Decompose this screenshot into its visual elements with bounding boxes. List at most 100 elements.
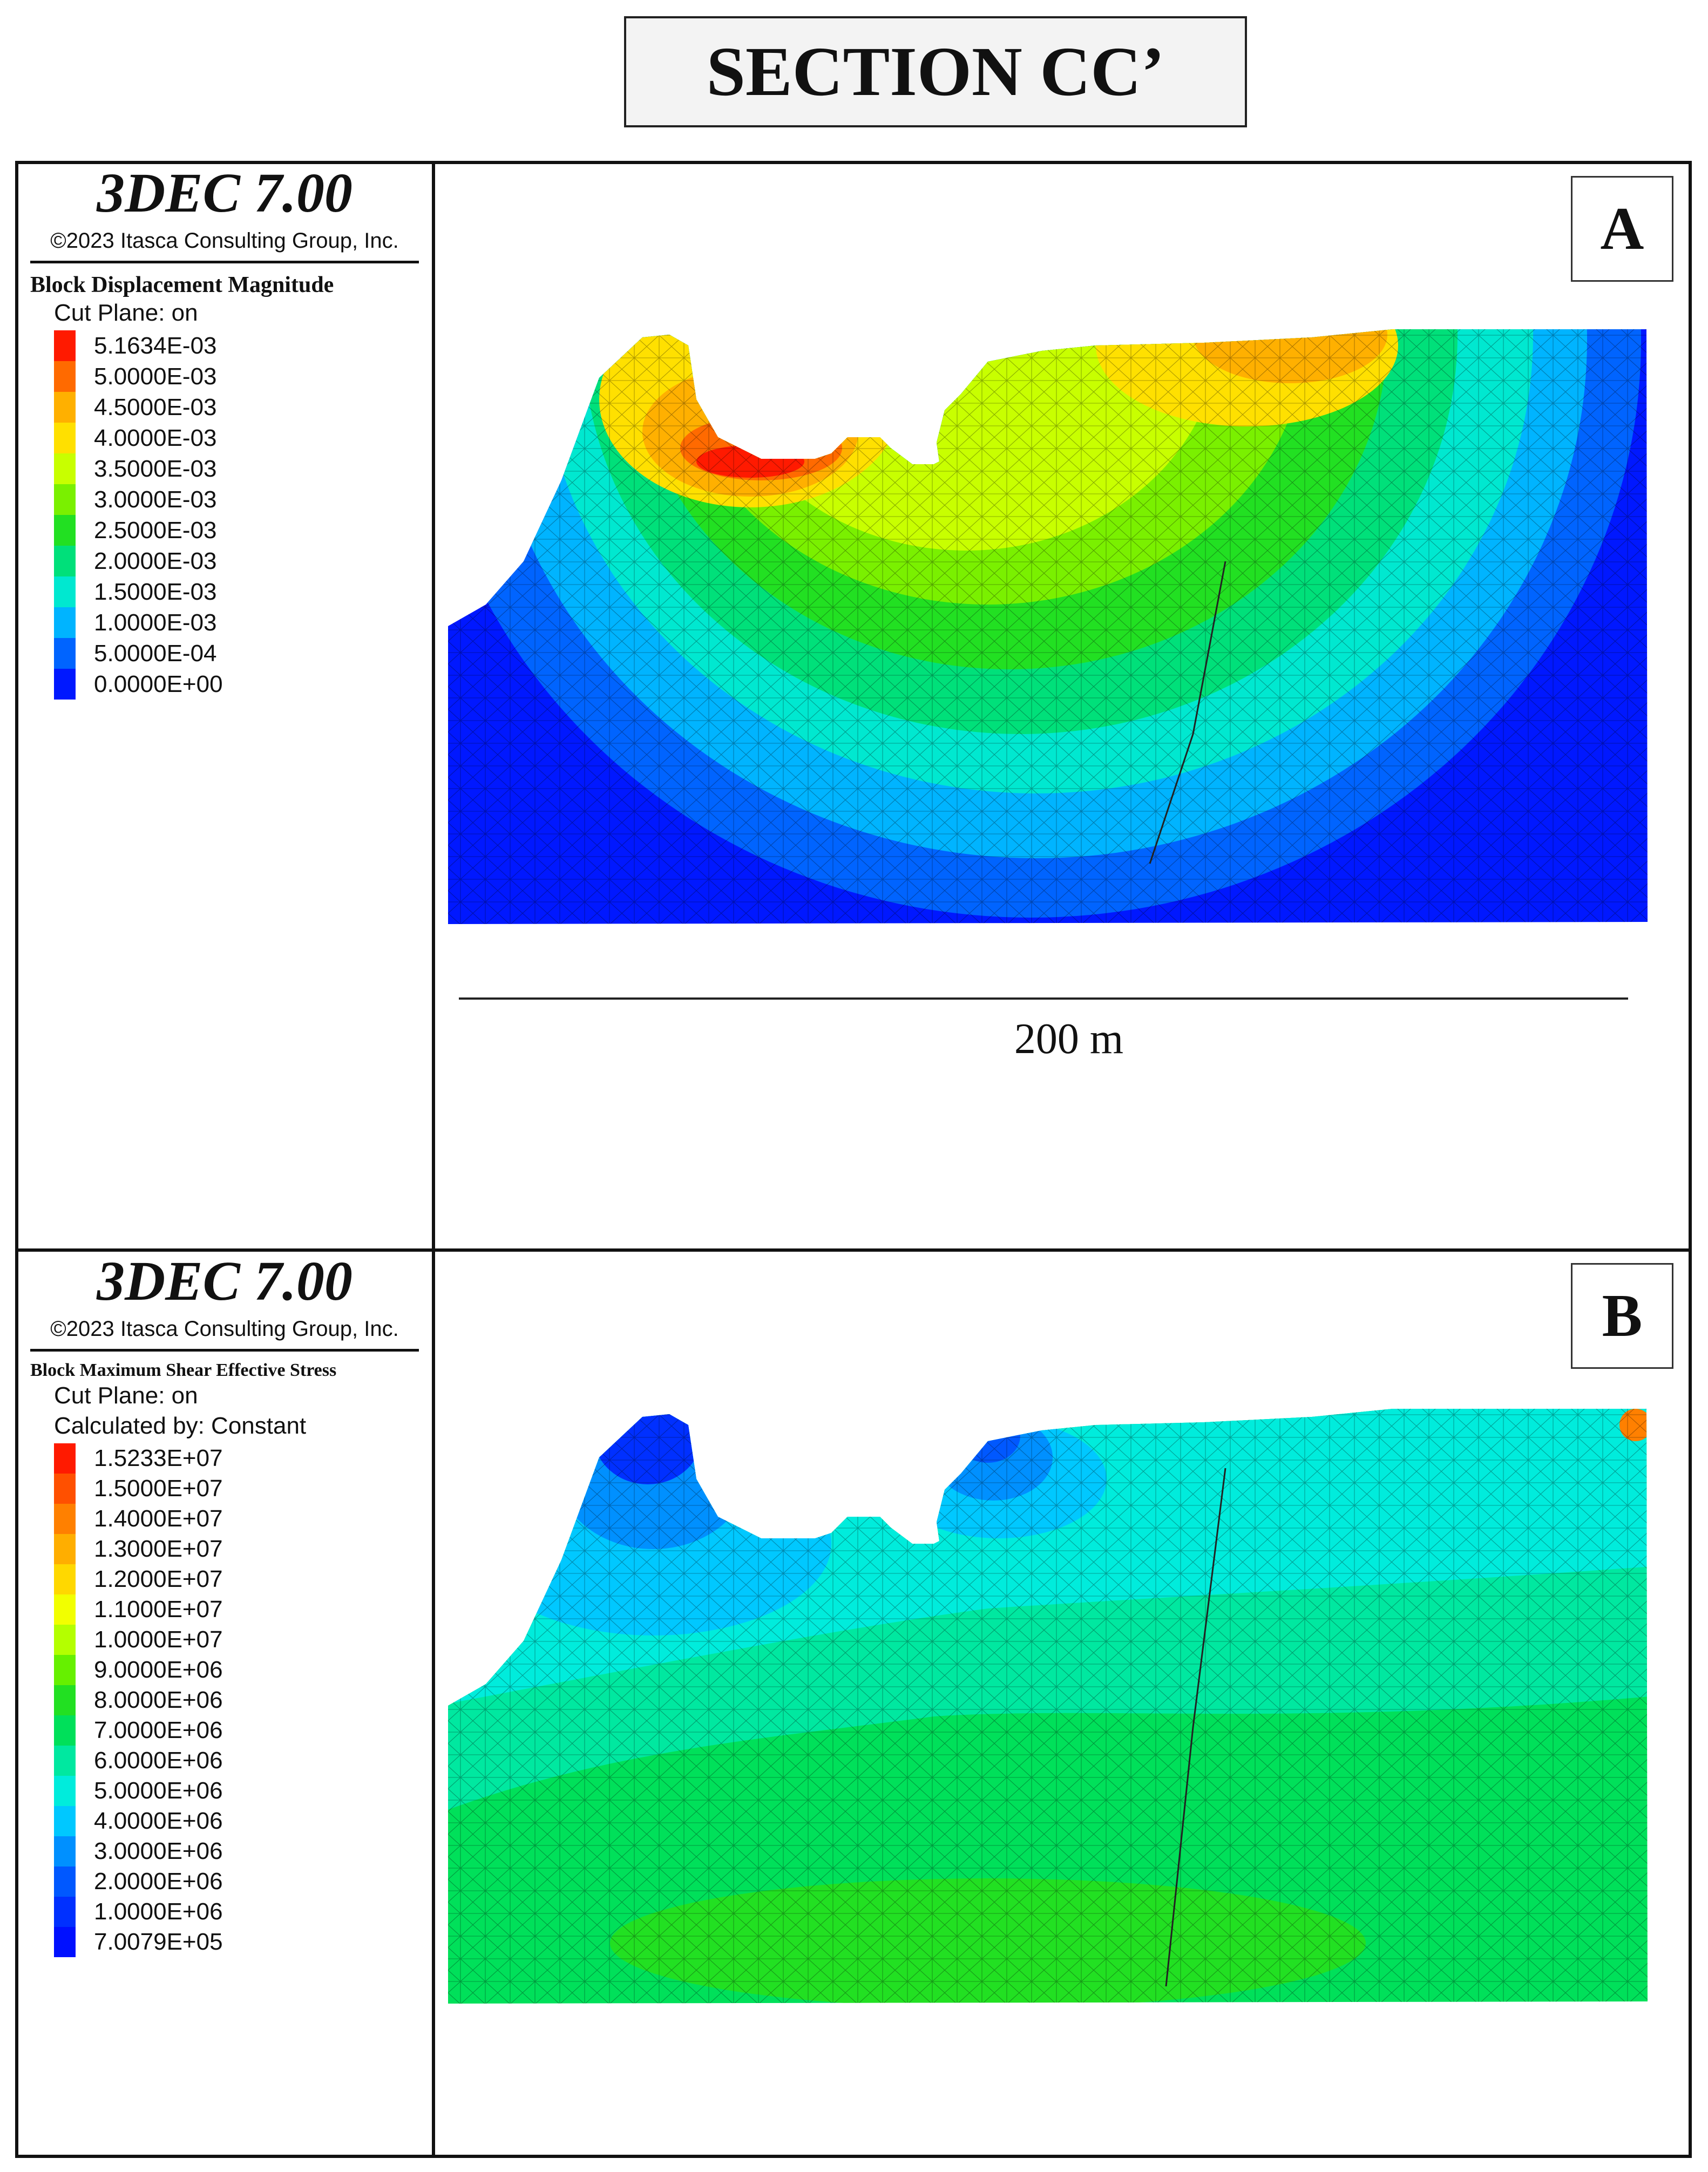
copyright-text: ©2023 Itasca Consulting Group, Inc. (50, 1317, 399, 1341)
scale-value: 3.0000E-03 (94, 486, 217, 513)
scale-value: 9.0000E+06 (94, 1657, 223, 1683)
scale-bar (459, 997, 1628, 1000)
software-title: 3DEC 7.00 (97, 1250, 353, 1312)
panel-label-b: B (1571, 1263, 1673, 1369)
cut-plane-text: Cut Plane: on (54, 300, 198, 326)
scale-entry: 4.5000E-03 (54, 392, 419, 423)
scale-entry: 1.3000E+07 (54, 1534, 419, 1564)
scale-swatch (54, 1746, 76, 1776)
mesh-overlay (448, 1409, 1648, 2004)
mesh-overlay (448, 329, 1648, 924)
scale-swatch (54, 1897, 76, 1927)
scale-swatch (54, 1685, 76, 1715)
scale-swatch (54, 1625, 76, 1655)
scale-swatch (54, 546, 76, 576)
scale-swatch (54, 1836, 76, 1866)
scale-value: 6.0000E+06 (94, 1747, 223, 1774)
scale-value: 0.0000E+00 (94, 670, 223, 697)
scale-value: 1.0000E+07 (94, 1626, 223, 1653)
scale-value: 7.0079E+05 (94, 1929, 223, 1955)
figure-frame (15, 161, 1692, 2158)
scale-value: 3.5000E-03 (94, 455, 217, 482)
scale-value: 5.0000E+06 (94, 1777, 223, 1804)
scale-swatch (54, 423, 76, 453)
copyright-text: ©2023 Itasca Consulting Group, Inc. (50, 229, 399, 253)
scale-swatch (54, 1866, 76, 1897)
scale-swatch (54, 669, 76, 700)
scale-entry: 0.0000E+00 (54, 669, 419, 700)
scale-entry: 1.4000E+07 (54, 1504, 419, 1534)
scale-entry: 1.0000E+06 (54, 1897, 419, 1927)
scale-entry: 5.0000E-03 (54, 361, 419, 392)
scale-value: 7.0000E+06 (94, 1717, 223, 1743)
scale-entry: 7.0000E+06 (54, 1715, 419, 1746)
scale-entry: 1.0000E-03 (54, 607, 419, 638)
scale-value: 4.5000E-03 (94, 393, 217, 420)
scale-swatch (54, 638, 76, 669)
legend-panel-a: 3DEC 7.00 ©2023 Itasca Consulting Group,… (30, 165, 419, 700)
scale-value: 5.0000E-04 (94, 640, 217, 667)
scale-value: 1.3000E+07 (94, 1536, 223, 1562)
scale-swatch (54, 1715, 76, 1746)
scale-entry: 1.1000E+07 (54, 1594, 419, 1625)
scale-value: 5.1634E-03 (94, 332, 217, 359)
scale-swatch (54, 1594, 76, 1625)
color-scale: 5.1634E-03 5.0000E-03 4.5000E-03 4.0000E-03… (54, 330, 419, 700)
scale-entry: 3.0000E+06 (54, 1836, 419, 1866)
scale-bar-label: 200 m (1014, 1015, 1124, 1063)
scale-entry: 4.0000E-03 (54, 423, 419, 453)
scale-entry: 1.5000E-03 (54, 576, 419, 607)
scale-swatch (54, 1776, 76, 1806)
scale-value: 4.0000E+06 (94, 1808, 223, 1834)
scale-entry: 3.0000E-03 (54, 484, 419, 515)
scale-entry: 1.5000E+07 (54, 1474, 419, 1504)
scale-value: 1.5233E+07 (94, 1445, 223, 1471)
legend-rule (30, 261, 419, 263)
scale-value: 4.0000E-03 (94, 424, 217, 451)
scale-entry: 4.0000E+06 (54, 1806, 419, 1836)
scale-swatch (54, 1655, 76, 1685)
scale-value: 2.0000E+06 (94, 1868, 223, 1895)
scale-entry: 5.0000E+06 (54, 1776, 419, 1806)
scale-entry: 3.5000E-03 (54, 453, 419, 484)
legend-divider (432, 161, 435, 2158)
fault-line (1165, 1468, 1226, 1987)
quantity-title: Block Displacement Magnitude (30, 273, 334, 297)
displacement-contour-plot (448, 329, 1648, 924)
scale-entry: 2.0000E+06 (54, 1866, 419, 1897)
scale-swatch (54, 607, 76, 638)
scale-swatch (54, 515, 76, 546)
scale-swatch (54, 1443, 76, 1474)
scale-entry: 9.0000E+06 (54, 1655, 419, 1685)
panel-divider (15, 1248, 1692, 1252)
calculated-by-text: Calculated by: Constant (54, 1413, 307, 1439)
cut-plane-text: Cut Plane: on (54, 1382, 198, 1409)
shear-stress-contour-plot (448, 1409, 1648, 2004)
scale-swatch (54, 484, 76, 515)
legend-panel-b: 3DEC 7.00 ©2023 Itasca Consulting Group,… (30, 1253, 419, 1957)
scale-entry: 2.0000E-03 (54, 546, 419, 576)
panel-label-a: A (1571, 176, 1673, 282)
scale-entry: 5.0000E-04 (54, 638, 419, 669)
fault-line (1149, 561, 1226, 864)
scale-swatch (54, 1504, 76, 1534)
scale-swatch (54, 1534, 76, 1564)
scale-value: 1.1000E+07 (94, 1596, 223, 1623)
scale-swatch (54, 1927, 76, 1957)
scale-swatch (54, 453, 76, 484)
quantity-title: Block Maximum Shear Effective Stress (30, 1360, 337, 1380)
software-title: 3DEC 7.00 (97, 162, 353, 224)
scale-value: 1.5000E-03 (94, 578, 217, 605)
scale-entry: 8.0000E+06 (54, 1685, 419, 1715)
legend-rule (30, 1349, 419, 1352)
scale-value: 8.0000E+06 (94, 1687, 223, 1713)
scale-entry: 1.2000E+07 (54, 1564, 419, 1594)
scale-value: 5.0000E-03 (94, 363, 217, 390)
scale-swatch (54, 1474, 76, 1504)
scale-value: 2.5000E-03 (94, 517, 217, 544)
scale-swatch (54, 576, 76, 607)
scale-value: 3.0000E+06 (94, 1838, 223, 1864)
scale-swatch (54, 1564, 76, 1594)
scale-swatch (54, 1806, 76, 1836)
scale-entry: 1.5233E+07 (54, 1443, 419, 1474)
